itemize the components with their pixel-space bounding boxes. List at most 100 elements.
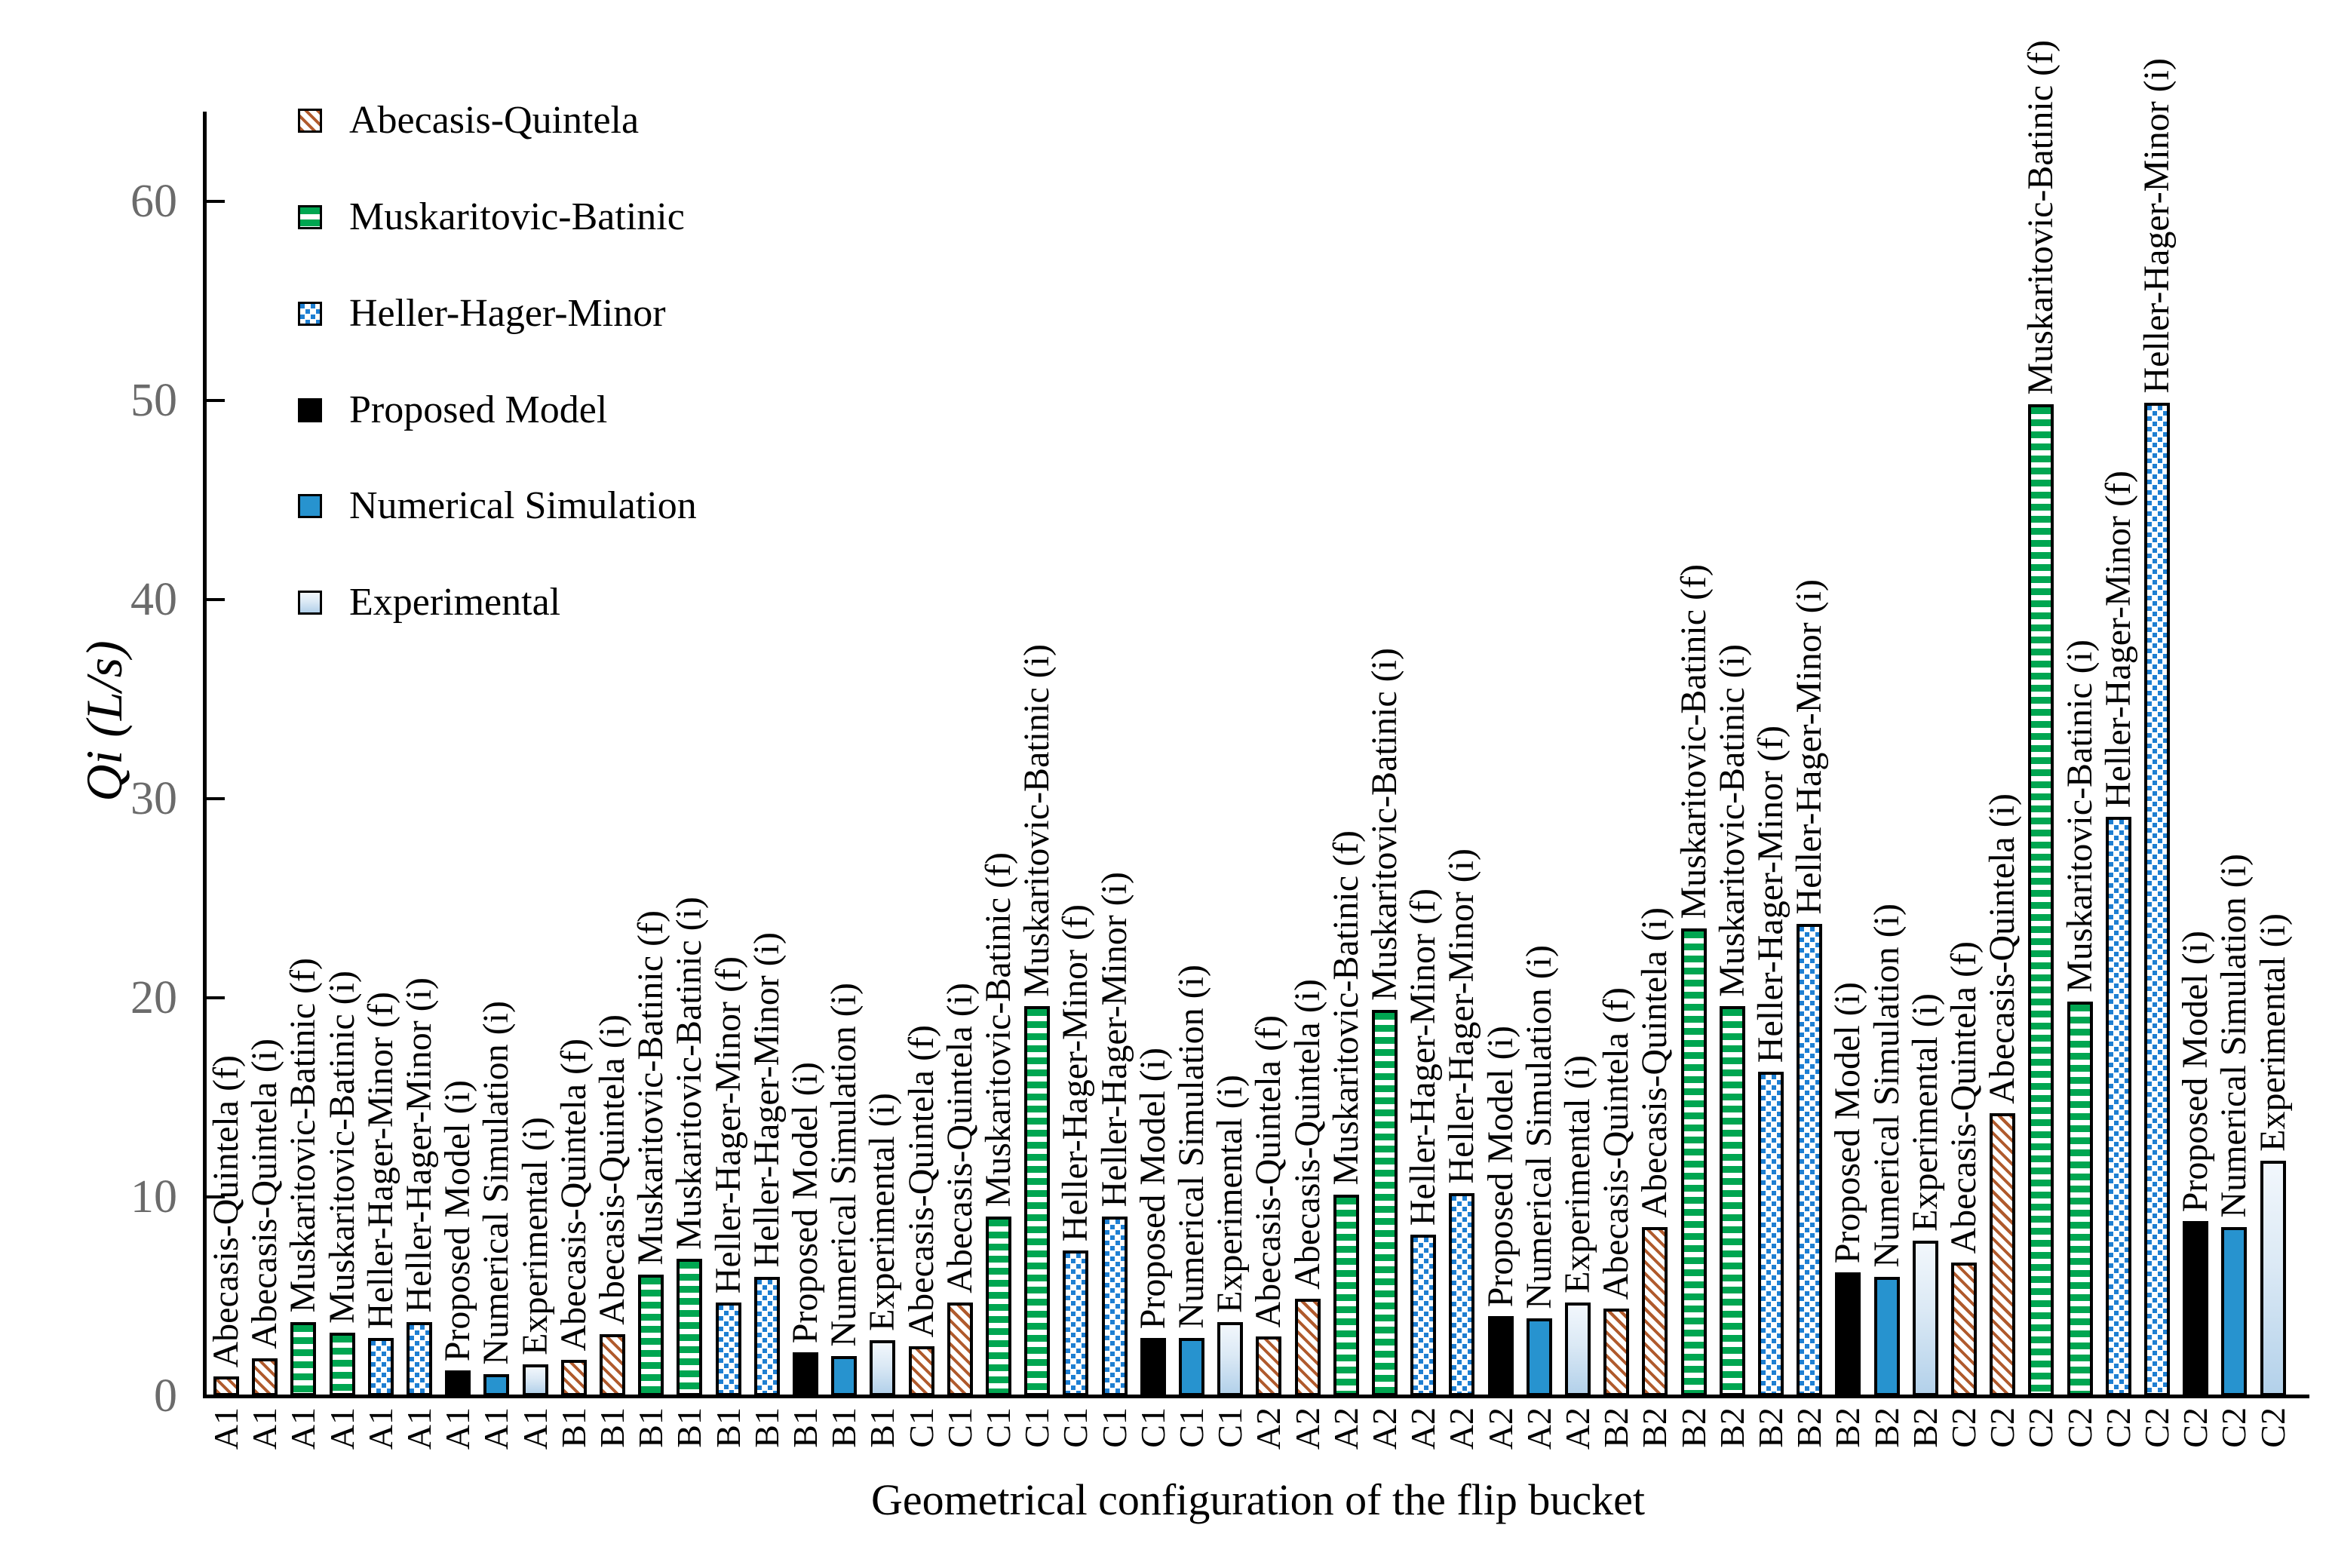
x-tick-label: C2 — [2214, 1407, 2254, 1448]
bar-label: Numerical Simulation (i) — [1171, 965, 1211, 1329]
x-tick-label: C1 — [901, 1407, 940, 1448]
y-tick-label: 50 — [130, 375, 177, 426]
legend-swatch-blue-icon — [298, 494, 322, 518]
x-tick-label: A2 — [1326, 1407, 1365, 1450]
x-tick-label: A2 — [1404, 1407, 1443, 1450]
legend-item: Numerical Simulation — [298, 486, 697, 526]
bar — [1951, 1263, 1977, 1396]
x-tick-label: B1 — [708, 1407, 747, 1448]
bar — [638, 1275, 664, 1396]
x-tick-label: A2 — [1519, 1407, 1558, 1450]
legend-item: Muskaritovic-Batinic — [298, 198, 685, 237]
x-tick-label: C1 — [1172, 1407, 1211, 1448]
bar — [1372, 1010, 1398, 1396]
x-tick-label: B1 — [747, 1407, 786, 1448]
bar-label: Heller-Hager-Minor (i) — [399, 977, 439, 1313]
bar-label: Abecasis-Quintela (i) — [939, 983, 980, 1293]
legend-swatch-green-icon — [298, 205, 322, 229]
y-tick — [207, 996, 225, 999]
bar — [2067, 1002, 2093, 1396]
bar — [1680, 928, 1707, 1396]
x-tick-label: C1 — [1094, 1407, 1134, 1448]
x-tick-label: B2 — [1597, 1407, 1636, 1448]
x-tick-label: B1 — [824, 1407, 864, 1448]
bar-label: Abecasis-Quintela (i) — [592, 1014, 632, 1325]
x-tick-label: A1 — [477, 1407, 516, 1450]
bar-label: Muskaritovic-Batinic (f) — [1325, 830, 1366, 1186]
legend-label: Muskaritovic-Batinic — [349, 195, 685, 238]
bar — [1449, 1193, 1475, 1396]
x-tick-label: B1 — [670, 1407, 709, 1448]
x-tick-label: C2 — [1944, 1407, 1983, 1448]
x-tick-label: A2 — [1249, 1407, 1288, 1450]
y-tick-label: 30 — [130, 773, 177, 824]
bar — [1333, 1195, 1359, 1396]
bar — [1758, 1072, 1784, 1396]
bar-label: Proposed Model (i) — [1480, 1025, 1520, 1307]
y-tick-label: 40 — [130, 574, 177, 625]
bar-label: Heller-Hager-Minor (f) — [1403, 888, 1444, 1226]
bar — [2028, 404, 2054, 1396]
legend-swatch-dots-icon — [298, 302, 322, 326]
bar — [367, 1338, 394, 1396]
x-tick-label: C1 — [940, 1407, 979, 1448]
bar — [908, 1346, 934, 1396]
bar — [1526, 1318, 1552, 1396]
bar — [2260, 1161, 2286, 1396]
x-tick-label: C2 — [2137, 1407, 2176, 1448]
bar-label: Proposed Model (i) — [2175, 930, 2216, 1212]
bar — [1256, 1336, 1282, 1396]
bar — [1642, 1227, 1668, 1396]
x-tick-label: A2 — [1558, 1407, 1597, 1450]
x-tick-label: A1 — [284, 1407, 323, 1450]
x-tick-label: C1 — [1017, 1407, 1057, 1448]
bar — [1873, 1277, 1900, 1396]
bar-label: Abecasis-Quintela (f) — [901, 1024, 941, 1338]
y-tick — [207, 200, 225, 203]
bar-label: Heller-Hager-Minor (i) — [1094, 872, 1134, 1207]
bar — [677, 1259, 703, 1396]
x-tick-label: C1 — [1056, 1407, 1095, 1448]
bar — [252, 1358, 278, 1396]
bar-label: Experimental (i) — [514, 1117, 555, 1355]
bar-label: Abecasis-Quintela (f) — [1944, 940, 1984, 1254]
x-tick-label: B2 — [1828, 1407, 1867, 1448]
x-tick-label: C1 — [1133, 1407, 1172, 1448]
x-tick-label: A1 — [245, 1407, 284, 1450]
x-tick-label: A2 — [1287, 1407, 1327, 1450]
y-tick — [207, 598, 225, 601]
bar-label: Experimental (i) — [1557, 1055, 1597, 1293]
bar — [407, 1322, 432, 1396]
bar — [1179, 1338, 1204, 1396]
bar-label: Experimental (i) — [1210, 1075, 1250, 1313]
bar — [1797, 924, 1823, 1396]
bar-label: Muskaritovic-Batinic (i) — [669, 897, 710, 1250]
x-tick-label: B2 — [1674, 1407, 1713, 1448]
x-tick-label: C2 — [2060, 1407, 2099, 1448]
bar-label: Muskaritovic-Batinic (f) — [1673, 564, 1714, 919]
x-tick-label: B2 — [1867, 1407, 1906, 1448]
x-tick-label: B2 — [1790, 1407, 1829, 1448]
legend-item: Proposed Model — [298, 391, 607, 430]
bar-label: Heller-Hager-Minor (f) — [707, 956, 748, 1293]
bar-label: Numerical Simulation (i) — [1866, 904, 1907, 1268]
bar — [1410, 1235, 1437, 1396]
bar — [2183, 1221, 2209, 1396]
bar — [213, 1376, 239, 1396]
bar-label: Heller-Hager-Minor (i) — [1789, 579, 1830, 915]
legend-label: Abecasis-Quintela — [349, 99, 640, 142]
bar-label: Muskaritovic-Batinic (i) — [321, 971, 362, 1324]
bar-label: Muskaritovic-Batinic (i) — [2059, 640, 2100, 993]
bar-label: Muskaritovic-Batinic (i) — [1711, 644, 1752, 997]
legend-item: Heller-Hager-Minor — [298, 294, 666, 333]
y-tick-label: 60 — [130, 176, 177, 227]
bar — [1217, 1322, 1244, 1396]
legend-item: Experimental — [298, 583, 560, 622]
bar — [1603, 1309, 1630, 1396]
x-tick-label: C1 — [979, 1407, 1017, 1448]
bar — [329, 1333, 355, 1396]
bar — [1294, 1299, 1321, 1396]
bar-label: Proposed Model (i) — [1827, 981, 1868, 1263]
bar-label: Abecasis-Quintela (i) — [244, 1039, 285, 1349]
bar — [2105, 817, 2131, 1396]
